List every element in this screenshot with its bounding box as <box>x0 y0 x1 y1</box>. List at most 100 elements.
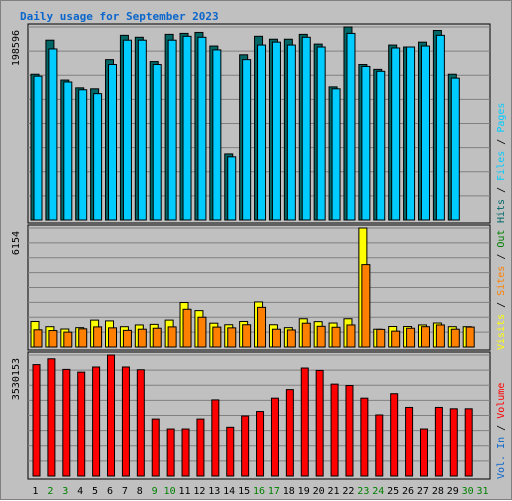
bar-volume-2 <box>47 358 56 477</box>
bar-sites-2 <box>48 330 58 348</box>
y-max-label: 6154 <box>11 231 22 255</box>
legend-entry: Hits <box>496 199 507 223</box>
bar-files-21 <box>331 88 341 221</box>
bar-files-19 <box>301 36 311 221</box>
bar-sites-14 <box>227 327 237 348</box>
bar-files-16 <box>257 44 267 221</box>
legend-entry: / <box>496 248 507 266</box>
bar-files-6 <box>108 64 118 221</box>
x-tick-label: 25 <box>387 486 399 497</box>
bar-sites-21 <box>331 326 341 348</box>
bar-sites-1 <box>33 329 43 348</box>
bar-sites-9 <box>152 327 162 348</box>
panel-visits-sites: 6154 Visits / Sites / Out <box>11 224 507 351</box>
bar-volume-25 <box>390 393 399 477</box>
bar-sites-17 <box>271 328 281 348</box>
bar-sites-23 <box>361 264 371 348</box>
bar-sites-11 <box>182 308 192 348</box>
legend-entry: Out <box>496 230 507 248</box>
x-tick-label: 18 <box>283 486 295 497</box>
bar-sites-22 <box>346 324 356 348</box>
x-tick-label: 2 <box>47 486 53 497</box>
bar-files-14 <box>227 156 237 221</box>
bar-volume-5 <box>92 366 101 477</box>
bar-files-3 <box>63 81 73 221</box>
bar-sites-30 <box>465 326 475 348</box>
bar-sites-25 <box>391 330 401 348</box>
bar-files-25 <box>391 47 401 221</box>
bar-volume-19 <box>300 367 309 477</box>
legend-entry: / <box>496 181 507 199</box>
x-tick-label: 20 <box>313 486 325 497</box>
bar-volume-6 <box>107 354 116 477</box>
bar-files-5 <box>93 93 103 221</box>
x-tick-label: 10 <box>164 486 176 497</box>
bar-sites-16 <box>257 306 267 348</box>
bar-files-9 <box>152 64 162 221</box>
panel-legend: Vol. In / Volume <box>496 383 507 479</box>
legend-entry: / <box>496 419 507 437</box>
legend-entry: Vol. In <box>496 437 507 479</box>
bar-volume-22 <box>345 385 354 477</box>
bar-files-29 <box>450 77 460 221</box>
panel-hits-files: 198596 Hits / Files / Pages <box>11 23 507 224</box>
bar-volume-10 <box>166 428 175 477</box>
bar-volume-4 <box>77 371 86 477</box>
legend-entry: Sites <box>496 266 507 296</box>
bar-volume-30 <box>464 408 473 477</box>
legend-entry: Pages <box>496 103 507 133</box>
x-tick-label: 27 <box>417 486 429 497</box>
bar-files-1 <box>33 75 43 221</box>
panel-legend: Hits / Files / Pages <box>496 103 507 223</box>
x-tick-label: 19 <box>298 486 310 497</box>
bar-sites-29 <box>450 328 460 348</box>
x-tick-label: 3 <box>62 486 68 497</box>
bar-volume-11 <box>181 428 190 477</box>
bar-volume-1 <box>32 364 41 477</box>
panel-volume: 3530153 Vol. In / Volume <box>11 351 507 480</box>
x-tick-label: 31 <box>477 486 489 497</box>
bar-volume-12 <box>196 418 205 477</box>
bar-sites-24 <box>376 328 386 348</box>
bar-volume-9 <box>151 418 160 477</box>
bar-volume-17 <box>270 397 279 477</box>
x-tick-label: 30 <box>462 486 474 497</box>
bar-sites-19 <box>301 322 311 348</box>
x-tick-label: 8 <box>137 486 143 497</box>
bar-files-18 <box>286 44 296 221</box>
x-tick-label: 23 <box>357 486 369 497</box>
bar-volume-29 <box>449 408 458 477</box>
x-tick-label: 21 <box>327 486 339 497</box>
x-tick-label: 7 <box>122 486 128 497</box>
bar-volume-16 <box>256 411 265 477</box>
bar-files-23 <box>361 65 371 221</box>
bar-volume-27 <box>419 428 428 477</box>
bar-volume-24 <box>375 414 384 477</box>
bar-sites-28 <box>435 324 445 348</box>
bar-volume-21 <box>330 383 339 477</box>
bar-files-11 <box>182 35 192 221</box>
x-tick-label: 22 <box>342 486 354 497</box>
bar-files-22 <box>346 32 356 221</box>
bar-volume-20 <box>315 369 324 477</box>
x-tick-label: 13 <box>208 486 220 497</box>
bar-volume-26 <box>405 406 414 477</box>
legend-entry: Files <box>496 151 507 181</box>
bar-files-12 <box>197 36 207 221</box>
x-tick-label: 11 <box>178 486 190 497</box>
x-tick-label: 6 <box>107 486 113 497</box>
bar-files-8 <box>137 39 147 221</box>
bar-sites-5 <box>93 326 103 348</box>
bar-sites-6 <box>108 327 118 348</box>
bar-sites-15 <box>242 324 252 348</box>
bar-sites-26 <box>406 327 416 348</box>
bar-volume-14 <box>226 426 235 477</box>
bar-volume-3 <box>62 368 71 477</box>
x-tick-label: 9 <box>152 486 158 497</box>
x-tick-label: 4 <box>77 486 83 497</box>
x-tick-label: 24 <box>372 486 384 497</box>
legend-entry: / <box>496 296 507 314</box>
x-tick-label: 15 <box>238 486 250 497</box>
bar-sites-7 <box>122 329 132 348</box>
